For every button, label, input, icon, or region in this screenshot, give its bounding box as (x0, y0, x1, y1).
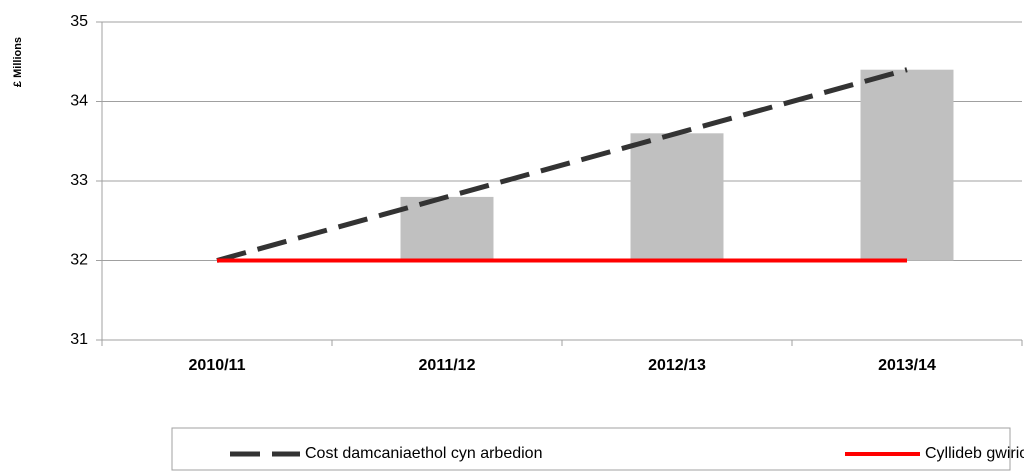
y-tick-label: 34 (70, 93, 88, 110)
y-tick-label: 32 (70, 252, 88, 269)
x-tick-label: 2011/12 (419, 357, 476, 374)
legend-box (171, 427, 1011, 471)
y-tick-label: 33 (70, 172, 88, 189)
x-tick-label: 2012/13 (648, 357, 706, 374)
legend-label: Cyllideb gwirioneddol (925, 445, 1024, 462)
y-axis-label: £ Millions (12, 37, 24, 87)
line-series (216, 67, 908, 263)
bar (400, 196, 494, 261)
y-tick-label: 35 (70, 13, 88, 30)
x-tick-label: 2013/14 (878, 357, 936, 374)
legend-label: Cost damcaniaethol cyn arbedion (305, 445, 542, 462)
bar (860, 69, 954, 261)
y-tick-label: 31 (70, 331, 88, 348)
bar (630, 133, 724, 261)
x-tick-label: 2010/11 (189, 357, 246, 374)
